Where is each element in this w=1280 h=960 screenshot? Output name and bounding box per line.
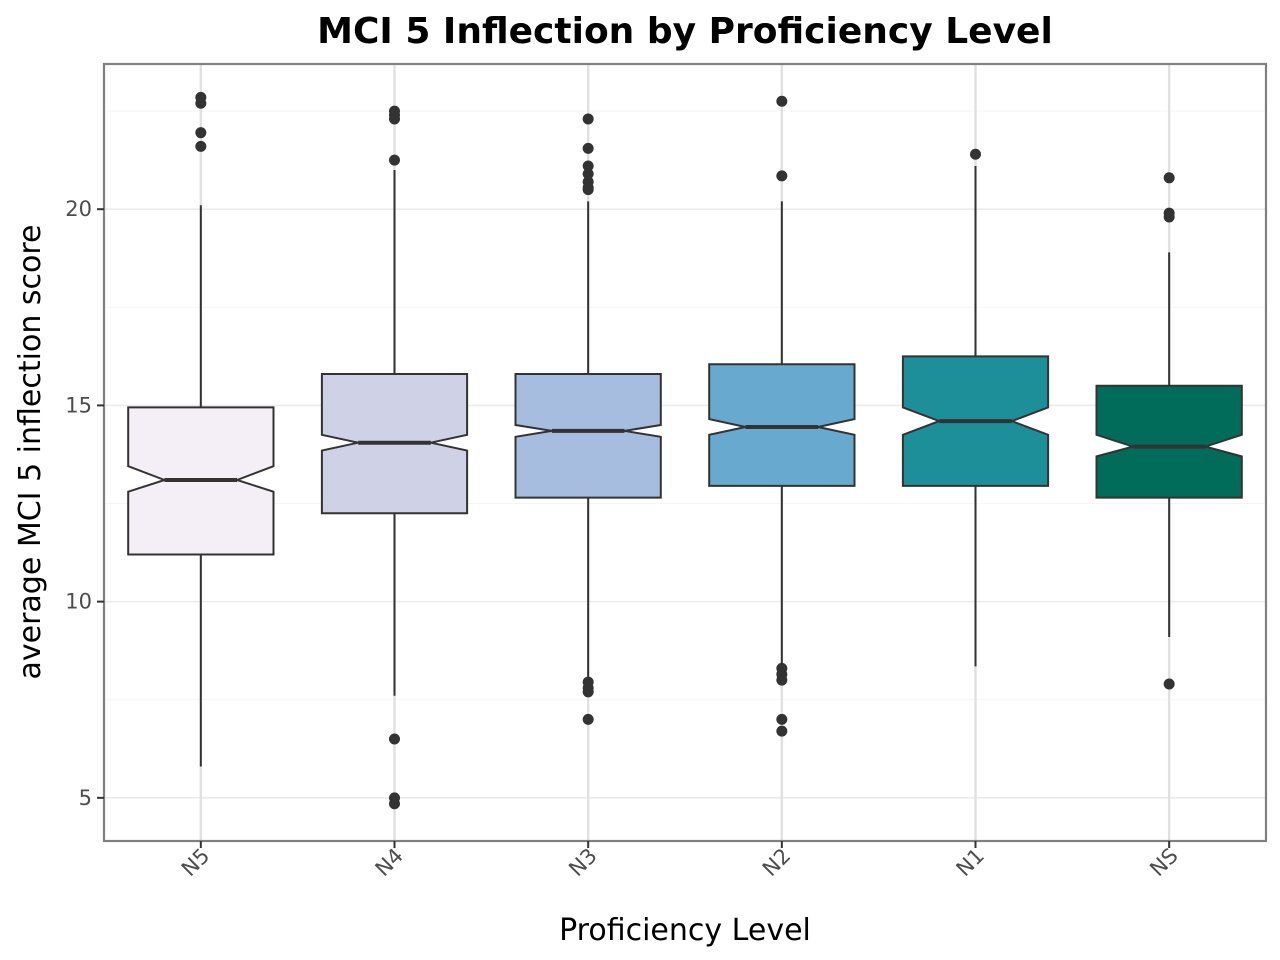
y-tick-label: 15 [65, 393, 92, 417]
outlier-point [389, 113, 400, 125]
y-tick-label: 10 [65, 590, 92, 614]
box-n1 [901, 148, 1050, 667]
outlier-point [582, 160, 594, 172]
boxes-group [127, 91, 1243, 810]
y-axis: 5 10 15 20 [65, 197, 104, 810]
x-axis: N5 N4 N3 N2 N1 NS [177, 841, 1183, 881]
outlier-point [389, 733, 400, 745]
box-n5 [127, 91, 275, 767]
plot-panel-border [102, 62, 1268, 843]
box-n2 [708, 95, 856, 737]
outlier-point [582, 168, 594, 180]
chart-title: MCI 5 Inflection by Proficiency Level [317, 11, 1053, 52]
y-axis-title: average MCI 5 inflection score [13, 225, 48, 680]
box-n3 [514, 113, 662, 725]
outlier-point [776, 95, 788, 107]
y-tick-label: 20 [65, 197, 92, 221]
outlier-point [1163, 211, 1175, 223]
x-tick-label: NS [1145, 844, 1183, 882]
y-tick-label: 5 [79, 786, 92, 810]
outlier-point [195, 127, 207, 139]
outlier-point [776, 170, 788, 182]
box-n4 [320, 105, 469, 810]
x-tick-label: N1 [952, 844, 990, 882]
outlier-point [195, 97, 207, 109]
outlier-point [776, 674, 788, 686]
x-tick-label: N3 [564, 844, 602, 882]
outlier-point [776, 713, 788, 725]
outlier-point [582, 713, 594, 725]
outlier-point [1163, 678, 1175, 690]
outlier-point [582, 142, 594, 154]
outlier-point [776, 725, 788, 737]
outlier-point [389, 154, 400, 166]
x-tick-label: N2 [758, 844, 796, 882]
x-tick-label: N5 [177, 844, 215, 882]
grid-lines [104, 64, 1266, 841]
notched-box [514, 373, 662, 499]
outlier-point [582, 686, 594, 698]
x-axis-title: Proficiency Level [559, 913, 811, 948]
outlier-point [582, 113, 594, 125]
outlier-point [389, 798, 400, 810]
outlier-point [582, 184, 594, 196]
notched-box [1095, 384, 1243, 499]
x-tick-label: N4 [371, 844, 409, 882]
outlier-point [195, 140, 207, 152]
outlier-point [970, 148, 981, 160]
box-ns [1095, 172, 1243, 690]
outlier-point [1163, 172, 1175, 184]
